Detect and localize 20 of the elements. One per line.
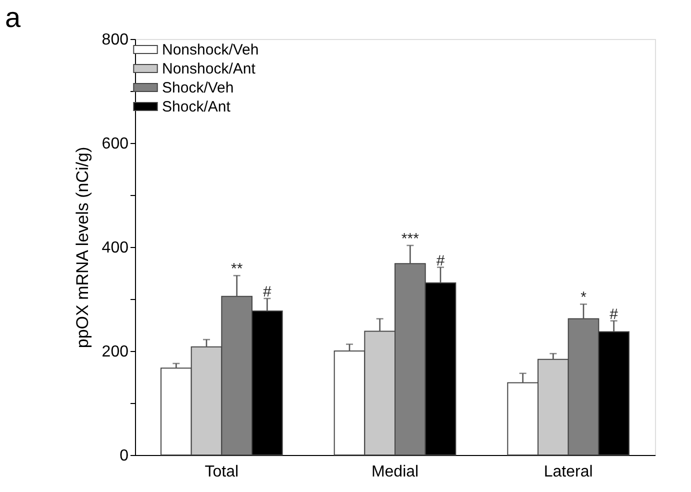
annotation: # xyxy=(436,252,446,270)
legend-label: Nonshock/Ant xyxy=(162,60,256,78)
legend-label: Shock/Ant xyxy=(162,98,232,116)
y-tick-label: 200 xyxy=(102,344,129,360)
annotation: ** xyxy=(230,260,243,278)
annotation: * xyxy=(580,289,587,306)
y-tick-label: 800 xyxy=(102,32,129,48)
annotation: # xyxy=(610,306,619,323)
x-tick-label: Total xyxy=(204,464,239,480)
y-axis-title: ppOX mRNA levels (nCi/g) xyxy=(72,146,92,348)
annotation: *** xyxy=(401,230,420,248)
x-tick-label: Lateral xyxy=(544,464,593,480)
legend-label: Nonshock/Veh xyxy=(162,42,259,58)
annotation: # xyxy=(262,283,272,300)
legend-label: Shock/Veh xyxy=(162,80,234,96)
y-tick-label: 0 xyxy=(120,448,129,464)
x-tick-label: Medial xyxy=(371,464,419,480)
y-tick-label: 400 xyxy=(102,240,129,256)
y-tick-label: 600 xyxy=(102,136,129,152)
chart-title: a xyxy=(5,2,21,33)
